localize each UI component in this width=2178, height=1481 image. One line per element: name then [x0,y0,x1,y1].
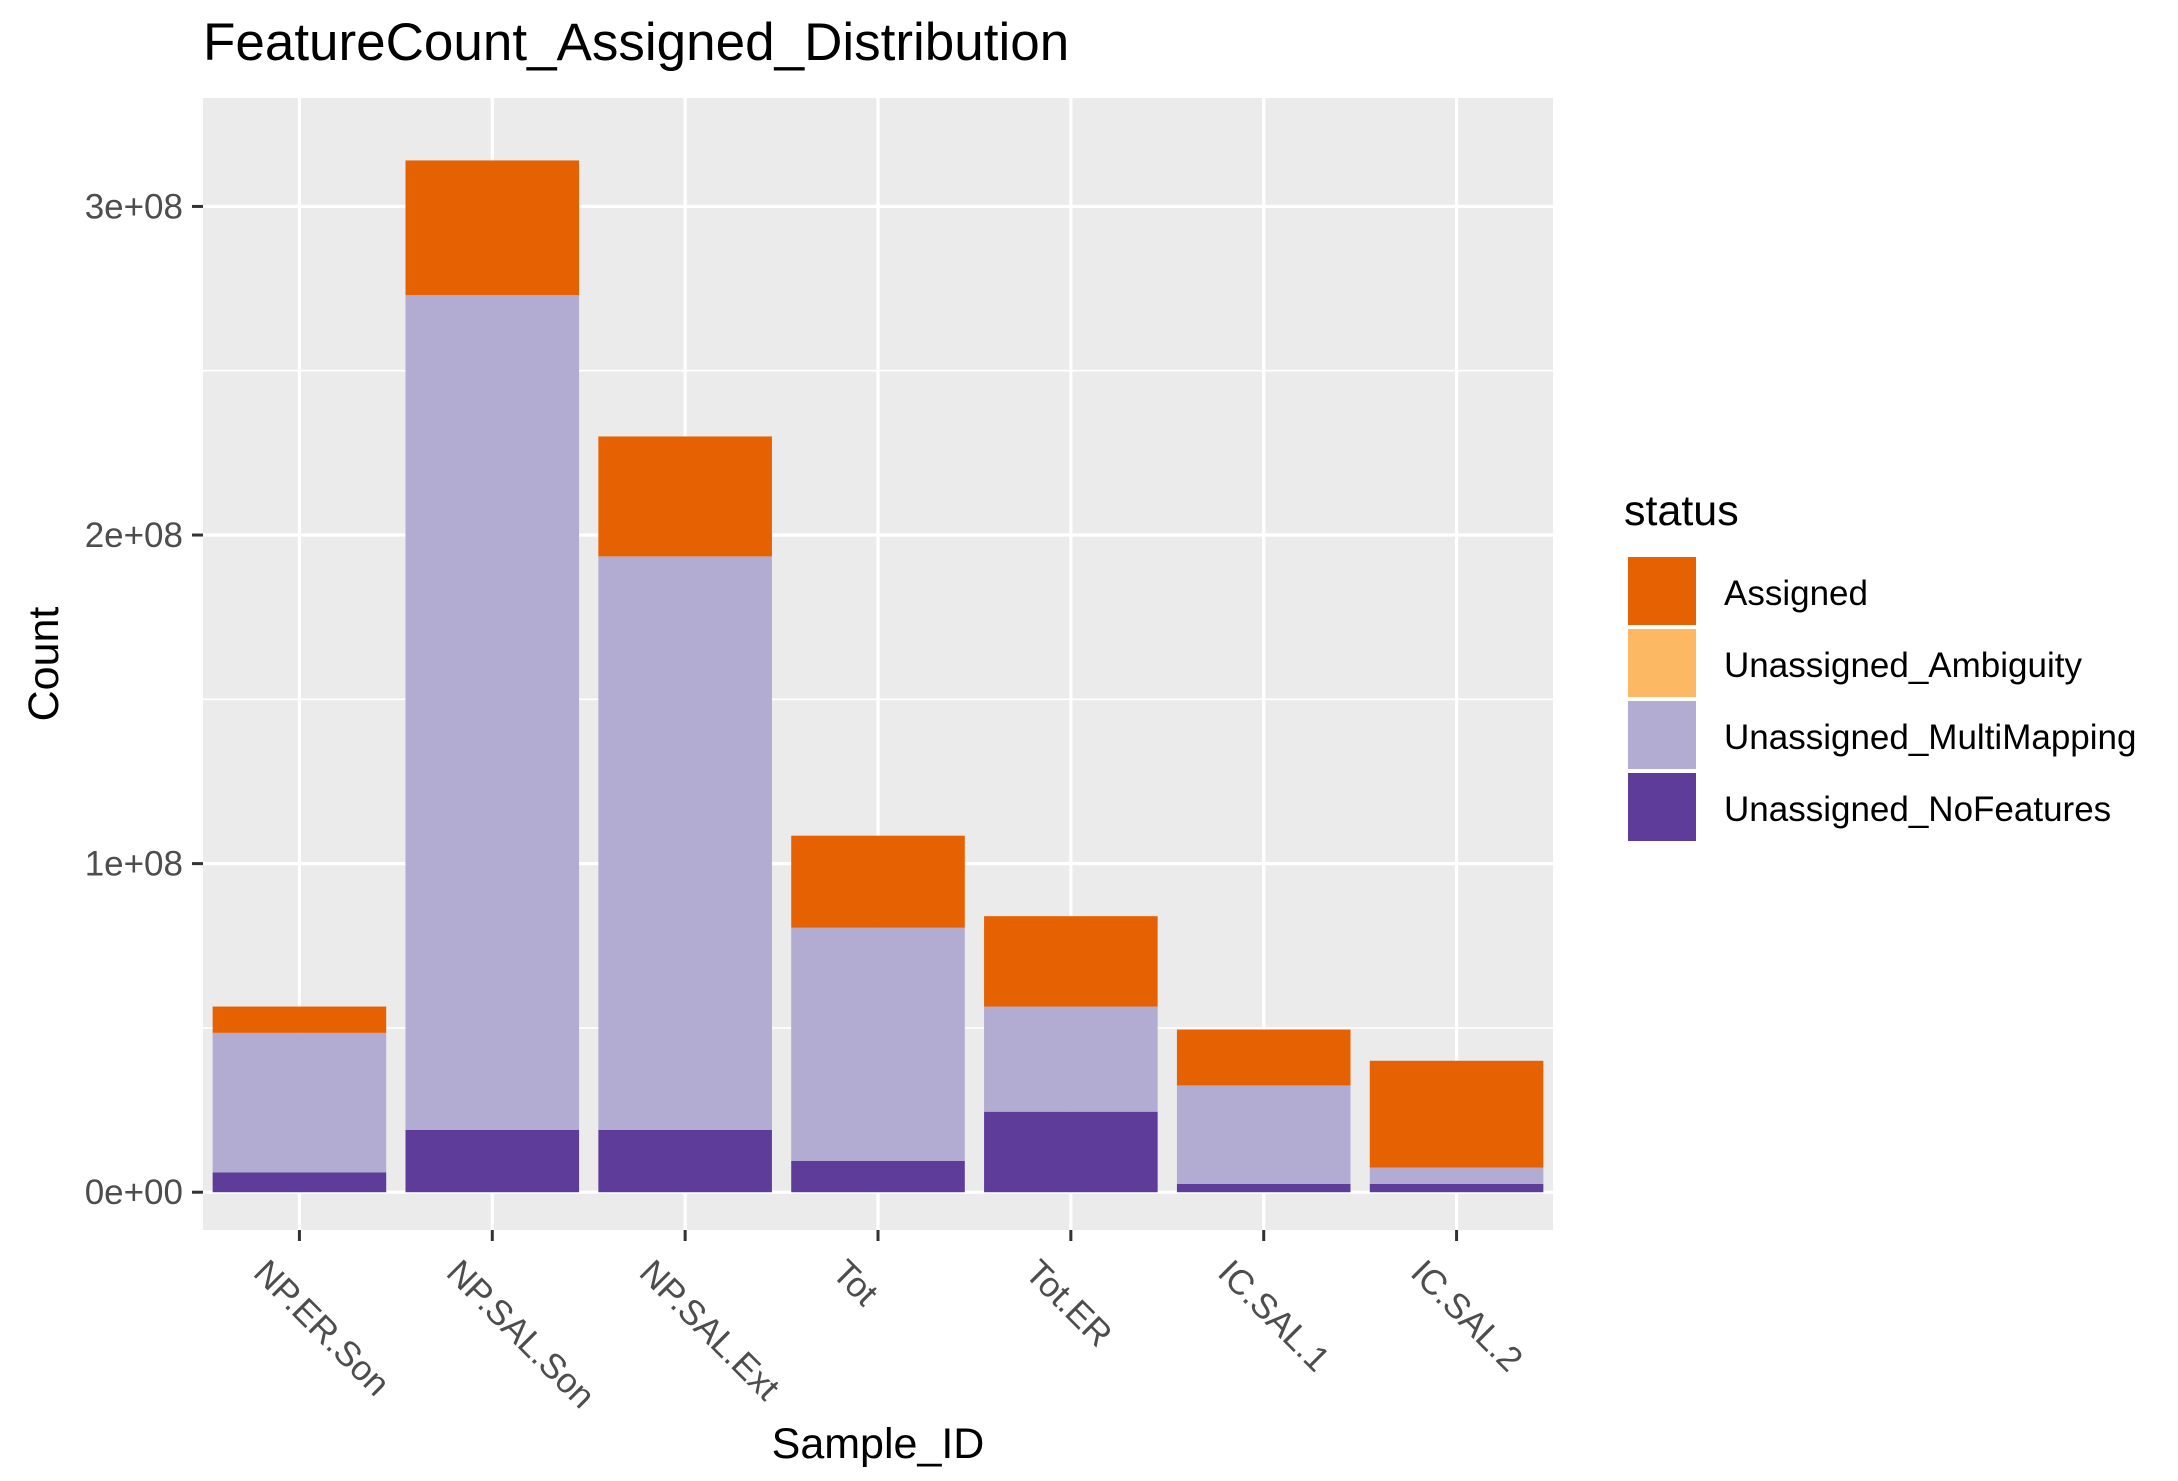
stacked-bars [212,160,1544,1193]
y-tick-label: 0e+00 [85,1173,183,1212]
bar-segment [598,1129,772,1193]
x-tick-label: IC.SAL.1 [1211,1253,1338,1380]
legend-label: Unassigned_MultiMapping [1724,718,2136,757]
legend-swatch [1628,629,1696,697]
bar-segment [598,436,772,557]
bar-segment [791,835,965,928]
x-tick-label: IC.SAL.2 [1403,1253,1530,1380]
bar-segment [1369,1183,1544,1193]
bar-segment [984,1111,1158,1193]
bar-segment [1176,1085,1351,1184]
y-axis: 0e+00 1e+08 2e+08 3e+08 [85,187,203,1212]
bar-segment [791,1160,965,1193]
legend: status Assigned Unassigned_Ambiguity Unass… [1624,487,2136,841]
bar-segment [1369,1060,1544,1168]
y-tick-label: 1e+08 [85,845,183,884]
legend-swatch [1628,773,1696,841]
legend-label: Assigned [1724,574,1868,613]
bar-segment [405,160,580,296]
y-tick-label: 3e+08 [85,187,183,226]
bar-segment [212,1006,387,1033]
bar-segment [212,1172,387,1193]
bar-segment [984,916,1158,1007]
x-axis-title: Sample_ID [772,1420,985,1468]
legend-swatch [1628,557,1696,625]
bar-segment [1176,1183,1351,1193]
x-tick-label: Tot [825,1253,886,1314]
chart-title: FeatureCount_Assigned_Distribution [203,13,1069,72]
bar-segment [791,927,965,1161]
x-tick-label: NP.SAL.Ext [632,1253,787,1408]
legend-title: status [1624,487,1739,535]
bar-segment [405,295,580,1130]
y-tick-label: 2e+08 [85,516,183,555]
bar-segment [1176,1029,1351,1086]
legend-swatch [1628,701,1696,769]
bar-segment [1369,1167,1544,1184]
bar-segment [598,556,772,1130]
legend-label: Unassigned_NoFeatures [1724,790,2111,829]
bar-segment [212,1032,387,1173]
legend-items: Assigned Unassigned_Ambiguity Unassigned_M… [1628,557,2136,841]
x-tick-label: NP.SAL.Son [439,1253,602,1416]
x-tick-label: Tot.ER [1018,1253,1120,1355]
x-axis: NP.ER.Son NP.SAL.Son NP.SAL.Ext Tot Tot.ER IC… [246,1230,1530,1416]
bar-segment [405,1129,580,1193]
x-tick-label: NP.ER.Son [246,1253,397,1404]
bar-segment [984,1006,1158,1112]
y-axis-title: Count [20,607,68,722]
legend-label: Unassigned_Ambiguity [1724,646,2082,685]
